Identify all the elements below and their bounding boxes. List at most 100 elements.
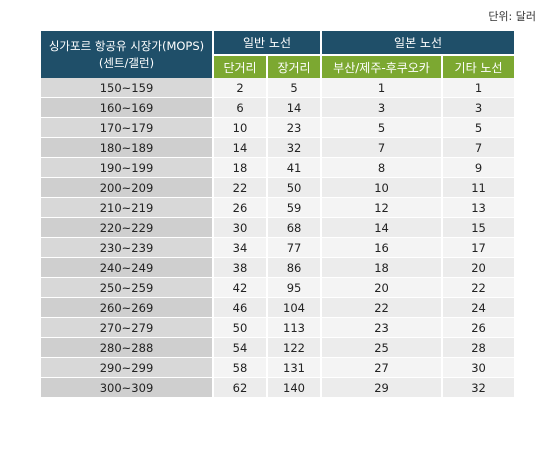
- price-range-cell: 170~179: [41, 117, 213, 138]
- other-routes-cell: 7: [441, 137, 515, 158]
- japan-routes-header: 일본 노선: [321, 31, 515, 55]
- short-haul-cell: 26: [212, 197, 267, 218]
- other-routes-cell: 28: [441, 337, 515, 358]
- short-haul-cell: 46: [212, 297, 267, 318]
- price-range-cell: 250~259: [41, 277, 213, 298]
- short-haul-cell: 38: [212, 257, 267, 278]
- short-haul-cell: 50: [212, 317, 267, 338]
- short-haul-cell: 18: [212, 157, 267, 178]
- short-haul-cell: 14: [212, 137, 267, 158]
- table-row: 150~159 2 5 1 1: [41, 78, 515, 98]
- busan-jeju-fukuoka-cell: 12: [320, 197, 443, 218]
- price-column-title: 싱가포르 항공유 시장가(MOPS): [48, 38, 205, 53]
- short-haul-cell: 10: [212, 117, 267, 138]
- price-range-cell: 300~309: [41, 377, 213, 398]
- price-range-cell: 190~199: [41, 157, 213, 178]
- price-range-cell: 240~249: [41, 257, 213, 278]
- busan-jeju-fukuoka-cell: 18: [320, 257, 443, 278]
- long-haul-cell: 131: [265, 357, 322, 378]
- other-routes-cell: 9: [441, 157, 515, 178]
- price-column-header: 싱가포르 항공유 시장가(MOPS) (센트/갤런): [41, 31, 214, 78]
- busan-jeju-fukuoka-header: 부산/제주-후쿠오카: [321, 54, 444, 78]
- busan-jeju-fukuoka-cell: 10: [320, 177, 443, 198]
- price-range-cell: 260~269: [41, 297, 213, 318]
- other-routes-cell: 20: [441, 257, 515, 278]
- busan-jeju-fukuoka-cell: 29: [320, 377, 443, 398]
- table-row: 200~209 22 50 10 11: [41, 177, 515, 198]
- other-routes-header: 기타 노선: [442, 54, 515, 78]
- table-row: 250~259 42 95 20 22: [41, 277, 515, 298]
- busan-jeju-fukuoka-cell: 3: [320, 97, 443, 118]
- unit-label: 단위: 달러: [488, 10, 536, 23]
- table-row: 220~229 30 68 14 15: [41, 217, 515, 238]
- other-routes-cell: 5: [441, 117, 515, 138]
- busan-jeju-fukuoka-cell: 22: [320, 297, 443, 318]
- price-column-unit: (센트/갤런): [98, 55, 155, 70]
- price-range-cell: 220~229: [41, 217, 213, 238]
- table-row: 160~169 6 14 3 3: [41, 97, 515, 118]
- long-haul-cell: 68: [265, 217, 322, 238]
- short-haul-cell: 22: [212, 177, 267, 198]
- table-body: 150~159 2 5 1 1 160~169 6 14 3 3 170~179 10 23 5 5 180~…: [41, 78, 515, 398]
- busan-jeju-fukuoka-cell: 20: [320, 277, 443, 298]
- long-haul-cell: 23: [265, 117, 322, 138]
- other-routes-cell: 1: [441, 78, 515, 98]
- long-haul-cell: 122: [265, 337, 322, 358]
- table-row: 210~219 26 59 12 13: [41, 197, 515, 218]
- price-range-cell: 210~219: [41, 197, 213, 218]
- short-haul-cell: 42: [212, 277, 267, 298]
- price-range-cell: 270~279: [41, 317, 213, 338]
- short-haul-cell: 6: [212, 97, 267, 118]
- fuel-surcharge-table: 싱가포르 항공유 시장가(MOPS) (센트/갤런) 일반 노선 일본 노선 단…: [41, 31, 515, 398]
- other-routes-cell: 24: [441, 297, 515, 318]
- other-routes-cell: 32: [441, 377, 515, 398]
- price-range-cell: 290~299: [41, 357, 213, 378]
- long-haul-cell: 5: [265, 78, 322, 98]
- general-routes-header: 일반 노선: [213, 31, 323, 55]
- long-haul-cell: 14: [265, 97, 322, 118]
- busan-jeju-fukuoka-cell: 25: [320, 337, 443, 358]
- long-haul-header: 장거리: [267, 54, 323, 78]
- short-haul-cell: 34: [212, 237, 267, 258]
- other-routes-cell: 22: [441, 277, 515, 298]
- other-routes-cell: 3: [441, 97, 515, 118]
- table-row: 280~288 54 122 25 28: [41, 337, 515, 358]
- busan-jeju-fukuoka-cell: 1: [320, 78, 443, 98]
- table-row: 260~269 46 104 22 24: [41, 297, 515, 318]
- short-haul-cell: 62: [212, 377, 267, 398]
- busan-jeju-fukuoka-cell: 8: [320, 157, 443, 178]
- table-row: 230~239 34 77 16 17: [41, 237, 515, 258]
- other-routes-cell: 15: [441, 217, 515, 238]
- table-row: 180~189 14 32 7 7: [41, 137, 515, 158]
- busan-jeju-fukuoka-cell: 14: [320, 217, 443, 238]
- table-row: 270~279 50 113 23 26: [41, 317, 515, 338]
- long-haul-cell: 41: [265, 157, 322, 178]
- busan-jeju-fukuoka-cell: 27: [320, 357, 443, 378]
- price-range-cell: 200~209: [41, 177, 213, 198]
- busan-jeju-fukuoka-cell: 23: [320, 317, 443, 338]
- price-range-cell: 150~159: [41, 78, 213, 98]
- long-haul-cell: 86: [265, 257, 322, 278]
- price-range-cell: 280~288: [41, 337, 213, 358]
- short-haul-cell: 58: [212, 357, 267, 378]
- price-range-cell: 180~189: [41, 137, 213, 158]
- long-haul-cell: 104: [265, 297, 322, 318]
- table-row: 300~309 62 140 29 32: [41, 377, 515, 398]
- other-routes-cell: 26: [441, 317, 515, 338]
- other-routes-cell: 17: [441, 237, 515, 258]
- table-row: 240~249 38 86 18 20: [41, 257, 515, 278]
- table-row: 170~179 10 23 5 5: [41, 117, 515, 138]
- busan-jeju-fukuoka-cell: 5: [320, 117, 443, 138]
- other-routes-cell: 11: [441, 177, 515, 198]
- long-haul-cell: 140: [265, 377, 322, 398]
- long-haul-cell: 59: [265, 197, 322, 218]
- long-haul-cell: 50: [265, 177, 322, 198]
- long-haul-cell: 113: [265, 317, 322, 338]
- table-header: 싱가포르 항공유 시장가(MOPS) (센트/갤런) 일반 노선 일본 노선 단…: [41, 31, 515, 78]
- busan-jeju-fukuoka-cell: 7: [320, 137, 443, 158]
- long-haul-cell: 32: [265, 137, 322, 158]
- short-haul-header: 단거리: [213, 54, 268, 78]
- table-row: 190~199 18 41 8 9: [41, 157, 515, 178]
- short-haul-cell: 54: [212, 337, 267, 358]
- price-range-cell: 160~169: [41, 97, 213, 118]
